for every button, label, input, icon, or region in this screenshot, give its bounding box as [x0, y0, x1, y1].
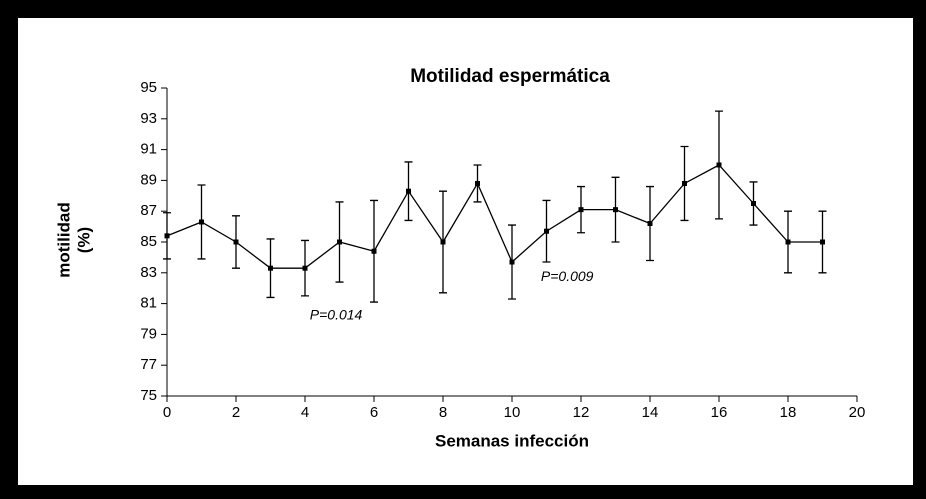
- y-tick-label: 75: [140, 387, 157, 404]
- x-tick-label: 0: [163, 404, 171, 421]
- point: [682, 180, 687, 186]
- point: [233, 239, 239, 245]
- x-tick-label: 10: [504, 404, 521, 421]
- y-tick-label: 93: [140, 110, 157, 127]
- y-tick-label: 91: [140, 141, 157, 158]
- annotation: P=0.009: [541, 268, 594, 284]
- annotation: P=0.014: [310, 307, 363, 323]
- point: [199, 219, 204, 225]
- point: [544, 228, 549, 234]
- point: [647, 221, 653, 227]
- y-tick-label: 95: [140, 79, 157, 96]
- point: [475, 180, 480, 186]
- point: [406, 188, 411, 194]
- y-tick-label: 87: [140, 202, 157, 219]
- point: [751, 201, 756, 206]
- x-tick-label: 20: [849, 404, 866, 421]
- point: [578, 207, 584, 213]
- point: [371, 248, 377, 254]
- point: [509, 259, 515, 265]
- x-tick-label: 6: [370, 404, 378, 421]
- chart-title: Motilidad espermática: [410, 66, 610, 87]
- x-axis-label: Semanas infección: [435, 431, 589, 450]
- y-tick-label: 85: [140, 233, 157, 250]
- x-tick-label: 2: [232, 404, 240, 421]
- point: [785, 239, 791, 245]
- x-tick-label: 4: [301, 404, 309, 421]
- series-line: [166, 164, 823, 269]
- y-tick-label: 77: [140, 356, 157, 373]
- point: [716, 162, 722, 168]
- point: [164, 233, 170, 239]
- x-tick-label: 18: [780, 404, 797, 421]
- point: [337, 239, 342, 245]
- x-tick-label: 16: [711, 404, 728, 421]
- point: [302, 265, 308, 271]
- point: [440, 239, 446, 245]
- x-tick-label: 8: [439, 404, 447, 421]
- x-tick-label: 14: [642, 404, 659, 421]
- y-tick-label: 79: [140, 325, 157, 342]
- y-axis-label-line: motilidad: [54, 202, 73, 278]
- point: [268, 265, 273, 271]
- y-axis-label: motilidad (%): [54, 202, 93, 278]
- x-tick-label: 12: [573, 404, 590, 421]
- y-axis-label-line: (%): [74, 227, 93, 253]
- y-tick-label: 89: [140, 171, 157, 188]
- point: [613, 207, 618, 213]
- y-tick-label: 81: [140, 295, 157, 312]
- y-tick-label: 83: [140, 264, 157, 281]
- point: [820, 239, 825, 245]
